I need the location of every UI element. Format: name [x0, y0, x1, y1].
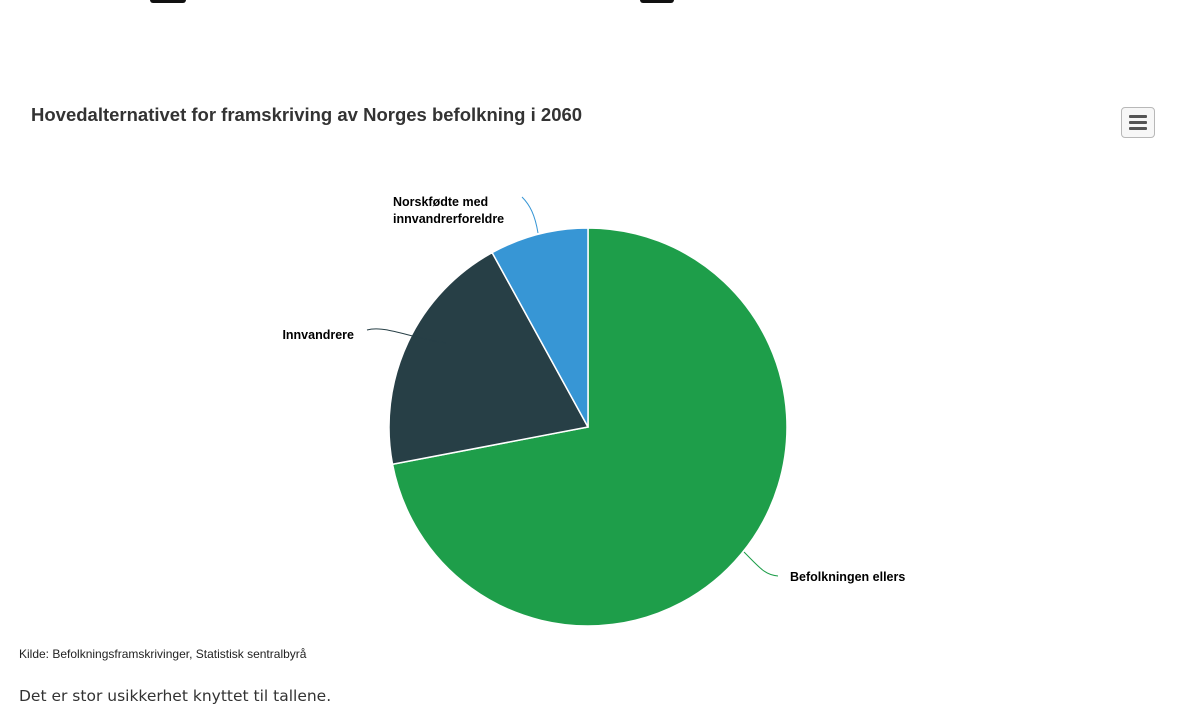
hamburger-menu-icon-line: [1129, 127, 1147, 130]
hamburger-menu-icon: [1129, 115, 1147, 118]
chart-title: Hovedalternativet for framskriving av No…: [31, 104, 583, 125]
data-label-connector: [743, 551, 779, 577]
data-label-connector: [521, 196, 539, 234]
heading-fragment-glyphs: [150, 0, 674, 3]
source-note: Kilde: Befolkningsframskrivinger, Statis…: [19, 647, 307, 661]
data-label-connector: [366, 328, 447, 344]
data-label: Befolkningen ellers: [790, 570, 905, 584]
pie-slice[interactable]: [491, 227, 589, 428]
pie-slice[interactable]: [391, 227, 788, 627]
chart-context-menu-button[interactable]: [1121, 107, 1155, 138]
data-label: Innvandrere: [282, 328, 354, 342]
body-note: Det er stor usikkerhet knyttet til talle…: [19, 687, 332, 705]
pie-slice[interactable]: [388, 251, 590, 466]
hamburger-menu-icon-line: [1129, 121, 1147, 124]
pie-chart: Befolkningen ellers Innvandrere Norskfødte…: [282, 195, 905, 627]
page-heading-fragment: [0, 0, 1200, 6]
data-label: Norskfødte med innvandrerforeldre: [393, 195, 504, 226]
